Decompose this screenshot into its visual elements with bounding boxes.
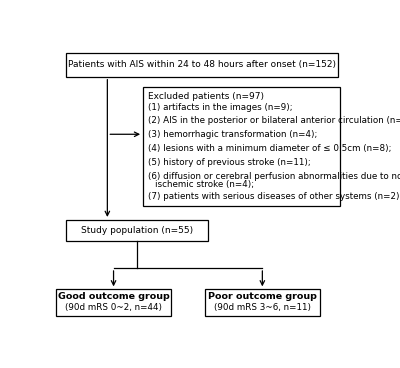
Text: Good outcome group: Good outcome group: [58, 292, 170, 301]
Text: Patients with AIS within 24 to 48 hours after onset (n=152): Patients with AIS within 24 to 48 hours …: [68, 60, 336, 69]
Text: ischemic stroke (n=4);: ischemic stroke (n=4);: [155, 180, 254, 189]
Text: Excluded patients (n=97): Excluded patients (n=97): [148, 92, 264, 101]
Text: (7) patients with serious diseases of other systems (n=2).: (7) patients with serious diseases of ot…: [148, 192, 400, 201]
Text: Study population (n=55): Study population (n=55): [81, 226, 193, 235]
FancyBboxPatch shape: [205, 289, 320, 316]
FancyBboxPatch shape: [66, 53, 338, 77]
Text: (90d mRS 0~2, n=44): (90d mRS 0~2, n=44): [65, 303, 162, 312]
Text: (90d mRS 3~6, n=11): (90d mRS 3~6, n=11): [214, 303, 311, 312]
FancyBboxPatch shape: [66, 220, 208, 241]
Text: (1) artifacts in the images (n=9);: (1) artifacts in the images (n=9);: [148, 103, 292, 112]
Text: (2) AIS in the posterior or bilateral anterior circulation (n=59);: (2) AIS in the posterior or bilateral an…: [148, 116, 400, 125]
FancyBboxPatch shape: [56, 289, 171, 316]
FancyBboxPatch shape: [143, 87, 340, 206]
Text: (3) hemorrhagic transformation (n=4);: (3) hemorrhagic transformation (n=4);: [148, 130, 317, 139]
Text: (5) history of previous stroke (n=11);: (5) history of previous stroke (n=11);: [148, 158, 310, 167]
Text: (4) lesions with a minimum diameter of ≤ 0.5cm (n=8);: (4) lesions with a minimum diameter of ≤…: [148, 144, 391, 153]
Text: Poor outcome group: Poor outcome group: [208, 292, 317, 301]
Text: (6) diffusion or cerebral perfusion abnormalities due to non- acute: (6) diffusion or cerebral perfusion abno…: [148, 172, 400, 181]
